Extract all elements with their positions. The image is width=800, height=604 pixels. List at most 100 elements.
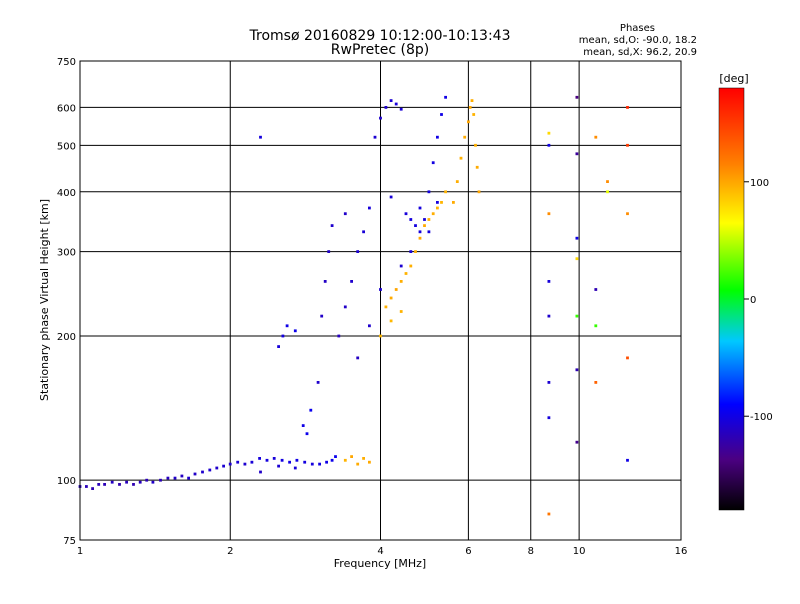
chart-subtitle: RwPretec (8p) — [331, 42, 429, 58]
data-point — [362, 457, 365, 460]
data-point — [118, 483, 121, 486]
data-point — [334, 455, 337, 458]
data-point — [423, 224, 426, 227]
data-point — [547, 280, 551, 283]
data-point — [243, 462, 247, 466]
data-point — [477, 190, 481, 194]
data-point — [208, 468, 212, 472]
data-point — [444, 190, 447, 194]
data-point — [414, 250, 417, 253]
data-point — [343, 305, 347, 309]
y-tick-label: 500 — [57, 141, 76, 152]
data-point — [323, 280, 327, 283]
data-point — [409, 250, 413, 253]
data-point — [389, 99, 393, 102]
data-point — [85, 485, 88, 488]
plot-frame — [79, 60, 682, 541]
data-point — [91, 487, 94, 490]
data-point — [356, 462, 360, 466]
data-point — [368, 324, 371, 328]
data-point — [277, 345, 280, 348]
data-point — [265, 458, 269, 462]
x-tick-label: 10 — [573, 546, 586, 557]
data-point — [151, 480, 155, 484]
data-point — [431, 161, 435, 165]
data-point — [280, 458, 284, 462]
data-point — [295, 458, 299, 462]
data-point — [145, 478, 149, 482]
data-point — [547, 143, 551, 147]
data-point — [389, 319, 393, 323]
data-point — [427, 230, 431, 234]
data-point — [467, 120, 470, 124]
y-tick-label: 200 — [57, 332, 76, 343]
data-point — [368, 460, 371, 464]
stats-o-mode: mean, sd,O: -90.0, 18.2 — [579, 35, 697, 46]
data-point — [404, 212, 408, 216]
colorbar-label: [deg] — [719, 72, 748, 85]
data-point — [350, 455, 353, 458]
data-point — [132, 483, 135, 486]
data-point — [277, 464, 280, 468]
data-point — [272, 457, 276, 460]
data-point — [470, 99, 474, 102]
x-tick-label: 8 — [528, 546, 534, 557]
data-point — [418, 206, 422, 210]
data-point — [310, 462, 314, 466]
data-point — [343, 458, 347, 462]
x-axis-label: Frequency [MHz] — [334, 557, 426, 570]
data-point — [575, 152, 579, 156]
data-point — [394, 102, 398, 106]
data-point — [594, 135, 598, 139]
data-point — [409, 264, 413, 268]
data-point — [379, 334, 382, 338]
colorbar-tick-label: 0 — [750, 295, 756, 306]
stats-heading: Phases — [620, 23, 655, 34]
data-point — [138, 480, 142, 484]
data-point — [547, 314, 551, 318]
data-point — [97, 483, 101, 486]
data-point — [316, 381, 320, 384]
data-point — [259, 135, 262, 139]
data-point — [288, 460, 291, 464]
data-point — [180, 474, 184, 478]
data-point — [293, 466, 297, 470]
data-point — [258, 457, 261, 460]
data-point — [594, 381, 598, 384]
data-point — [293, 329, 297, 333]
data-point — [362, 230, 365, 234]
data-point — [281, 334, 285, 338]
data-points — [78, 95, 629, 516]
data-point — [327, 250, 331, 253]
y-tick-label: 100 — [57, 476, 76, 487]
y-tick-label: 750 — [57, 57, 76, 68]
x-tick-label: 16 — [675, 546, 688, 557]
data-point — [173, 476, 177, 480]
data-point — [427, 218, 431, 221]
data-point — [547, 381, 551, 384]
data-point — [418, 230, 422, 234]
data-point — [575, 257, 579, 261]
data-point — [626, 143, 629, 147]
chart-title: Tromsø 20160829 10:12:00-10:13:43 — [249, 28, 511, 44]
colorbar — [718, 87, 745, 511]
data-point — [459, 156, 463, 160]
data-point — [547, 512, 551, 516]
data-point — [285, 324, 289, 328]
data-point — [472, 113, 476, 116]
tick-labels: 1 2 4 6 8 10 16 75 100 200 300 400 500 600 750 — [57, 57, 687, 557]
data-point — [409, 218, 413, 221]
data-point — [404, 272, 408, 275]
data-point — [384, 106, 388, 109]
data-point — [399, 280, 403, 283]
data-point — [215, 466, 219, 470]
data-point — [320, 314, 324, 318]
data-point — [475, 165, 479, 169]
data-point — [626, 106, 629, 109]
data-point — [384, 305, 388, 309]
data-point — [343, 212, 347, 216]
data-point — [399, 310, 403, 313]
data-point — [330, 224, 334, 227]
